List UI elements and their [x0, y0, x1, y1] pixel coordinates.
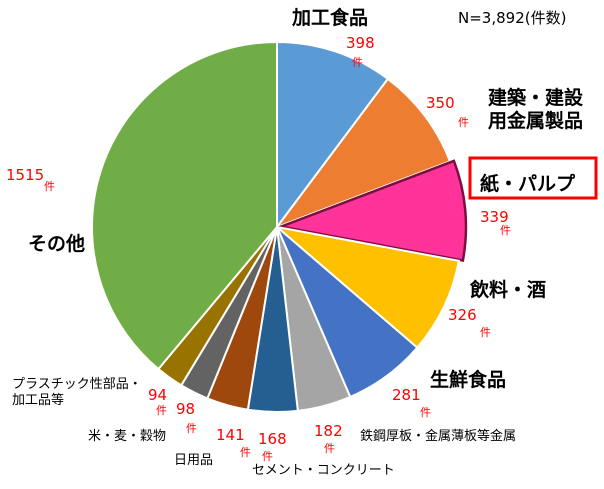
slice-unit: 件: [480, 326, 491, 339]
slice-label: 紙・パルプ: [480, 172, 576, 195]
slice-label: 飲料・酒: [469, 278, 546, 301]
slice-unit: 件: [186, 422, 197, 435]
slice-unit: 件: [420, 406, 431, 419]
pie-slice: [274, 77, 452, 230]
slice-unit: 件: [240, 446, 251, 459]
slice-label: 鉄鋼厚板・金属薄板等金属: [360, 428, 516, 444]
highlight-box: [468, 156, 598, 200]
slice-value: 1515: [6, 166, 44, 184]
slice-label: 建築・建設用金属製品: [488, 86, 584, 132]
pie-slices: [91, 40, 468, 413]
slice-label: セメント・コンクリート: [252, 463, 395, 478]
slice-value: 281: [392, 386, 421, 404]
slice-unit: 件: [352, 56, 363, 69]
slice-value: 339: [480, 208, 509, 226]
pie-slice: [273, 225, 461, 350]
slice-value: 350: [426, 94, 455, 112]
slice-value: 398: [346, 34, 375, 52]
slice-label: 生鮮食品: [430, 368, 506, 391]
slice-unit: 件: [458, 116, 469, 129]
slice-label: 日用品: [174, 453, 213, 468]
pie-slice: [91, 40, 278, 371]
slice-unit: 件: [44, 180, 55, 193]
slice-label: 米・麦・穀物: [88, 429, 166, 444]
slice-unit: 件: [156, 404, 167, 417]
slice-label: その他: [28, 232, 85, 255]
pie-slice: [276, 40, 390, 231]
slice-label: 加工食品: [291, 6, 368, 29]
slice-value: 94: [148, 386, 167, 404]
slice-value: 326: [448, 306, 477, 324]
pie-slice: [276, 159, 468, 262]
slice-label: プラスチック性部品・加工品等: [12, 377, 142, 408]
slice-unit: 件: [500, 224, 511, 237]
slice-value: 182: [314, 422, 343, 440]
total-label: N=3,892(件数): [458, 9, 566, 27]
slice-unit: 件: [324, 442, 335, 455]
slice-labels: 加工食品398件建築・建設用金属製品350件紙・パルプ339件飲料・酒326件生…: [6, 6, 584, 478]
slice-unit: 件: [262, 450, 273, 463]
slice-value: 98: [176, 400, 195, 418]
slice-value: 168: [258, 430, 287, 448]
slice-value: 141: [216, 426, 245, 444]
